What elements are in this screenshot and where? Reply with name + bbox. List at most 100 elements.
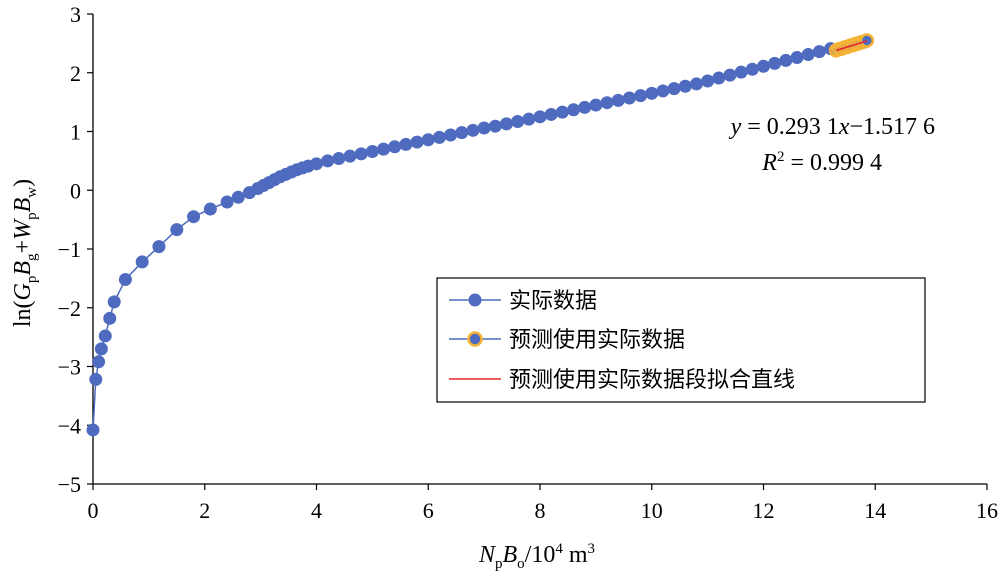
actual-data-point	[86, 423, 100, 437]
actual-data-point	[712, 71, 726, 85]
y-tick-label: −1	[58, 237, 81, 262]
y-tick-label: 1	[70, 120, 81, 145]
actual-data-point	[92, 355, 106, 369]
legend-label-actual: 实际数据	[509, 289, 597, 314]
actual-data-point	[522, 112, 536, 126]
x-tick-label: 4	[311, 498, 322, 523]
legend-item-actual: 实际数据	[449, 289, 597, 314]
x-tick-label: 16	[976, 498, 998, 523]
actual-data-point	[723, 68, 737, 82]
actual-data-point	[94, 342, 108, 356]
actual-data-point	[152, 240, 166, 254]
series-fit-line	[835, 40, 868, 52]
actual-data-point	[645, 86, 659, 100]
actual-data-point	[107, 295, 121, 309]
legend-swatch-marker	[467, 331, 483, 347]
actual-data-point	[118, 273, 132, 287]
actual-data-point	[98, 329, 112, 343]
actual-data-point	[477, 121, 491, 135]
r-squared: R2 = 0.999 4	[761, 149, 882, 176]
actual-data-point	[533, 110, 547, 124]
y-tick-label: 0	[70, 178, 81, 203]
x-tick-label: 12	[753, 498, 775, 523]
y-axis-title: ln(GpBg+WpBw)	[10, 179, 40, 327]
actual-data-point	[678, 79, 692, 93]
actual-data-point	[231, 190, 245, 204]
series-actual-data	[86, 42, 838, 437]
actual-data-point	[444, 128, 458, 142]
actual-data-point	[555, 105, 569, 119]
actual-data-point	[432, 130, 446, 144]
y-tick-label: −4	[58, 413, 81, 438]
x-tick-label: 8	[535, 498, 546, 523]
actual-data-point	[187, 210, 201, 224]
actual-data-point	[511, 115, 525, 129]
actual-data-point	[365, 144, 379, 158]
x-tick-label: 6	[423, 498, 434, 523]
y-tick-label: 2	[70, 61, 81, 86]
actual-data-point	[689, 77, 703, 91]
actual-data-point	[135, 255, 149, 269]
actual-data-point	[768, 56, 782, 70]
actual-data-point	[343, 149, 357, 163]
actual-data-point	[779, 53, 793, 67]
legend-item-fit: 预测使用实际数据段拟合直线	[449, 368, 795, 393]
actual-data-point	[757, 59, 770, 73]
actual-data-point	[801, 48, 815, 62]
actual-data-point	[634, 89, 648, 103]
y-tick-label: −2	[58, 296, 81, 321]
actual-data-point	[354, 147, 368, 161]
actual-data-point	[812, 45, 826, 59]
legend-label-prediction: 预测使用实际数据	[509, 328, 685, 353]
actual-data-point	[103, 311, 117, 325]
actual-data-point	[388, 140, 402, 154]
actual-data-point	[578, 100, 592, 114]
actual-data-point	[220, 195, 234, 209]
actual-data-point	[466, 123, 480, 137]
fit-line	[835, 40, 868, 52]
actual-data-point	[421, 133, 435, 147]
actual-data-point	[332, 152, 346, 166]
actual-data-point	[89, 372, 103, 386]
actual-data-point	[701, 74, 715, 88]
y-tick-label: −3	[58, 355, 81, 380]
legend-swatch-marker	[468, 293, 482, 307]
x-tick-label: 0	[88, 498, 99, 523]
y-tick-label: 3	[70, 2, 81, 27]
actual-data-point	[321, 154, 335, 168]
actual-data-point	[488, 119, 502, 133]
prediction-data-point	[859, 33, 875, 48]
regression-equation: y = 0.293 1x−1.517 6	[729, 114, 935, 140]
actual-data-point	[399, 137, 413, 151]
legend-box	[436, 277, 926, 403]
actual-data-point	[600, 96, 614, 110]
legend-item-prediction: 预测使用实际数据	[449, 328, 685, 353]
x-tick-label: 10	[641, 498, 663, 523]
actual-data-point	[203, 202, 217, 216]
actual-data-point	[611, 93, 625, 107]
actual-data-point	[455, 126, 469, 140]
y-tick-label: −5	[58, 472, 81, 497]
actual-data-point	[499, 117, 513, 131]
x-tick-label: 14	[864, 498, 886, 523]
actual-data-point	[170, 223, 184, 237]
actual-data-point	[790, 50, 804, 64]
actual-data-point	[410, 135, 424, 149]
actual-data-point	[745, 62, 759, 76]
actual-data-point	[589, 98, 603, 112]
actual-data-point	[734, 65, 748, 79]
actual-data-point	[567, 103, 581, 117]
actual-data-point	[667, 82, 681, 96]
actual-data-point	[310, 157, 323, 171]
actual-data-point	[377, 142, 391, 156]
x-axis-title: NpBo/104 m3	[478, 541, 595, 572]
actual-data-point	[622, 91, 636, 105]
actual-data-point	[544, 107, 558, 121]
actual-data-point	[656, 84, 670, 98]
x-tick-label: 2	[199, 498, 210, 523]
axes	[92, 14, 987, 485]
legend: 实际数据 预测使用实际数据 预测使用实际数据段拟合直线	[436, 277, 926, 403]
legend-label-fit: 预测使用实际数据段拟合直线	[509, 368, 795, 393]
